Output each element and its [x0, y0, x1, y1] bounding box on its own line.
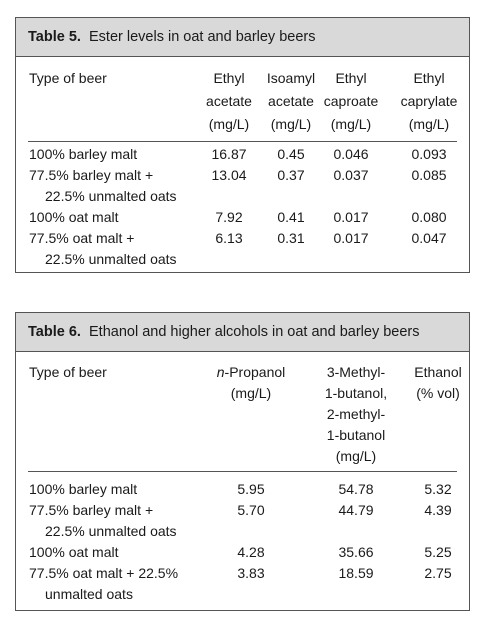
- cell-value: 5.25: [424, 544, 452, 560]
- cell-value: 3.83: [237, 565, 265, 581]
- row-label: 100% barley malt: [29, 146, 138, 162]
- cell-value: 0.093: [411, 146, 447, 162]
- column-header: Type of beer: [29, 364, 107, 380]
- column-header: Ethyl: [213, 70, 245, 86]
- column-header: 2-methyl-: [326, 406, 386, 422]
- cell-value: 0.037: [333, 167, 369, 183]
- column-header: Ethanol: [414, 364, 462, 380]
- italic-text: n: [216, 364, 225, 380]
- row-label: 77.5% barley malt +: [29, 167, 154, 183]
- column-header: (mg/L): [335, 448, 377, 464]
- column-header: Type of beer: [29, 70, 107, 86]
- column-header: (% vol): [416, 385, 460, 401]
- row-label: unmalted oats: [45, 586, 133, 602]
- cell-value: 0.017: [333, 209, 369, 225]
- cell-value: 2.75: [424, 565, 452, 581]
- text: -Propanol: [224, 364, 286, 380]
- column-header: (mg/L): [330, 116, 372, 132]
- table-label: Table 5.: [28, 29, 81, 45]
- column-header: caprylate: [400, 93, 458, 109]
- table-label: Table 6.: [28, 324, 81, 340]
- cell-value: 13.04: [211, 167, 247, 183]
- table-title-bar: Table 5. Ester levels in oat and barley b…: [16, 18, 469, 57]
- cell-value: 18.59: [338, 565, 374, 581]
- row-label: 22.5% unmalted oats: [45, 523, 177, 539]
- column-header: 1-butanol: [326, 427, 386, 443]
- divider: [28, 141, 457, 142]
- column-header: acetate: [206, 93, 252, 109]
- cell-value: 5.70: [237, 502, 265, 518]
- row-label: 100% oat malt: [29, 544, 119, 560]
- column-header: (mg/L): [270, 116, 312, 132]
- row-label: 100% barley malt: [29, 481, 138, 497]
- cell-value: 0.085: [411, 167, 447, 183]
- column-header: Ethyl: [335, 70, 367, 86]
- column-header: (mg/L): [408, 116, 450, 132]
- table: Table 5. Ester levels in oat and barley b…: [15, 17, 470, 273]
- column-header: caproate: [323, 93, 379, 109]
- cell-value: 5.32: [424, 481, 452, 497]
- divider: [28, 471, 457, 472]
- cell-value: 0.37: [277, 167, 305, 183]
- cell-value: 5.95: [237, 481, 265, 497]
- column-header: (mg/L): [230, 385, 272, 401]
- column-header: (mg/L): [208, 116, 250, 132]
- table-title-bar: Table 6. Ethanol and higher alcohols in o…: [16, 313, 469, 352]
- column-header: 3-Methyl-: [326, 364, 386, 380]
- row-label: 22.5% unmalted oats: [45, 188, 177, 204]
- row-label: 77.5% oat malt + 22.5%: [29, 565, 179, 581]
- cell-value: 6.13: [215, 230, 243, 246]
- cell-value: 0.080: [411, 209, 447, 225]
- cell-value: 0.31: [277, 230, 305, 246]
- cell-value: 0.45: [277, 146, 305, 162]
- row-label: 22.5% unmalted oats: [45, 251, 177, 267]
- column-header: Isoamyl: [266, 70, 316, 86]
- cell-value: 4.28: [237, 544, 265, 560]
- column-header: n-Propanol: [217, 364, 286, 380]
- cell-value: 0.047: [411, 230, 447, 246]
- cell-value: 4.39: [424, 502, 452, 518]
- table-title: Ester levels in oat and barley beers: [89, 29, 316, 45]
- column-header: Ethyl: [413, 70, 445, 86]
- table: Table 6. Ethanol and higher alcohols in o…: [15, 312, 470, 611]
- cell-value: 16.87: [211, 146, 247, 162]
- row-label: 100% oat malt: [29, 209, 119, 225]
- cell-value: 0.046: [333, 146, 369, 162]
- row-label: 77.5% oat malt +: [29, 230, 135, 246]
- cell-value: 0.41: [277, 209, 305, 225]
- row-label: 77.5% barley malt +: [29, 502, 154, 518]
- cell-value: 0.017: [333, 230, 369, 246]
- cell-value: 54.78: [338, 481, 374, 497]
- cell-value: 7.92: [215, 209, 243, 225]
- column-header: 1-butanol,: [324, 385, 388, 401]
- cell-value: 44.79: [338, 502, 374, 518]
- table-title: Ethanol and higher alcohols in oat and b…: [89, 324, 420, 340]
- column-header: acetate: [268, 93, 314, 109]
- cell-value: 35.66: [338, 544, 374, 560]
